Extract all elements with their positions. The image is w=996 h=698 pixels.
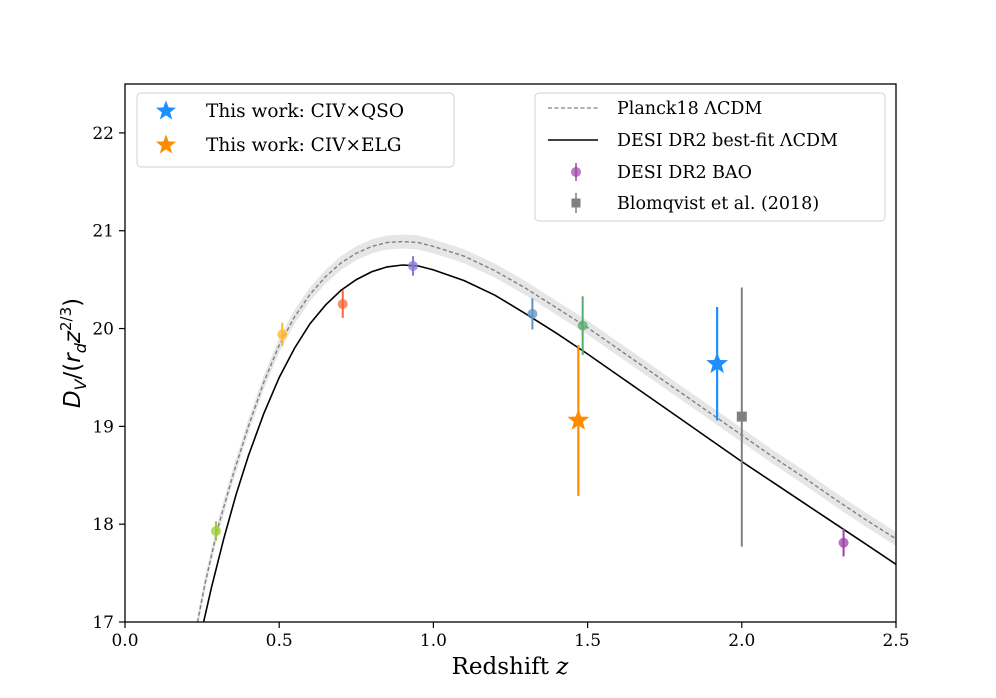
x-tick-label: 2.0	[728, 631, 755, 651]
bao-marker	[527, 308, 538, 319]
this-work-star-marker	[567, 409, 590, 430]
legend-this-work: This work: CIV×QSO This work: CIV×ELG	[136, 92, 455, 168]
this-work-point	[706, 307, 729, 421]
bao-point	[277, 322, 288, 347]
legend-entry-desi-fit: DESI DR2 best-fit ΛCDM	[548, 131, 838, 151]
this-work-star-marker	[706, 352, 729, 374]
x-tick-label: 2.5	[882, 631, 909, 651]
legend-label-blomqvist: Blomqvist et al. (2018)	[617, 194, 819, 214]
legend-models-data: Planck18 ΛCDM DESI DR2 best-fit ΛCDM DES…	[534, 92, 886, 222]
blomqvist-marker	[736, 411, 747, 422]
y-tick-label: 21	[92, 222, 114, 242]
bao-marker	[337, 299, 348, 310]
bao-point	[527, 298, 538, 330]
x-tick-label: 0.0	[111, 631, 138, 651]
legend-bao-marker	[571, 167, 581, 177]
y-tick-label: 18	[92, 515, 114, 535]
x-tick-label: 0.5	[266, 631, 293, 651]
y-tick-label: 22	[92, 124, 114, 144]
bao-marker	[838, 537, 849, 548]
bao-point	[838, 529, 849, 557]
bao-marker	[277, 329, 288, 340]
bao-point	[577, 296, 588, 355]
legend-star-marker-qso	[156, 100, 176, 120]
plot-frame	[124, 83, 897, 623]
this-work-point	[567, 345, 590, 496]
legend-entry-planck: Planck18 ΛCDM	[548, 99, 762, 119]
legend-label-civ-qso: This work: CIV×QSO	[206, 101, 404, 122]
y-tick-label: 17	[92, 613, 114, 633]
legend-entry-civ-elg: This work: CIV×ELG	[156, 134, 402, 156]
bao-point	[337, 290, 348, 318]
legend-label-desi-fit: DESI DR2 best-fit ΛCDM	[617, 131, 838, 151]
legend-label-civ-elg: This work: CIV×ELG	[206, 135, 402, 156]
blomqvist-point	[736, 287, 747, 547]
bao-point	[210, 521, 221, 541]
bao-marker	[577, 320, 588, 331]
legend-label-planck: Planck18 ΛCDM	[617, 99, 762, 119]
legend-entry-desi-bao: DESI DR2 BAO	[571, 163, 752, 183]
axis-ticks: 0.0 0.5 1.0 1.5 2.0 2.5 17 18 19 20 21 22	[92, 124, 909, 651]
bao-marker	[210, 526, 221, 537]
bao-marker	[408, 260, 419, 271]
legend-entry-civ-qso: This work: CIV×QSO	[156, 100, 404, 122]
legend-label-desi-bao: DESI DR2 BAO	[617, 163, 752, 183]
y-tick-label: 20	[92, 320, 114, 340]
legend-star-marker-elg	[156, 134, 176, 154]
planck-curve	[196, 240, 896, 622]
y-tick-label: 19	[92, 417, 114, 437]
legend-blomqvist-marker	[571, 198, 581, 208]
plot-content	[196, 234, 896, 622]
legend-entry-blomqvist: Blomqvist et al. (2018)	[571, 193, 819, 214]
desi-best-fit-curve	[202, 264, 896, 622]
bao-point	[408, 256, 419, 276]
x-axis-label: Redshift z	[452, 654, 570, 680]
x-tick-label: 1.5	[574, 631, 601, 651]
x-tick-label: 1.0	[420, 631, 447, 651]
